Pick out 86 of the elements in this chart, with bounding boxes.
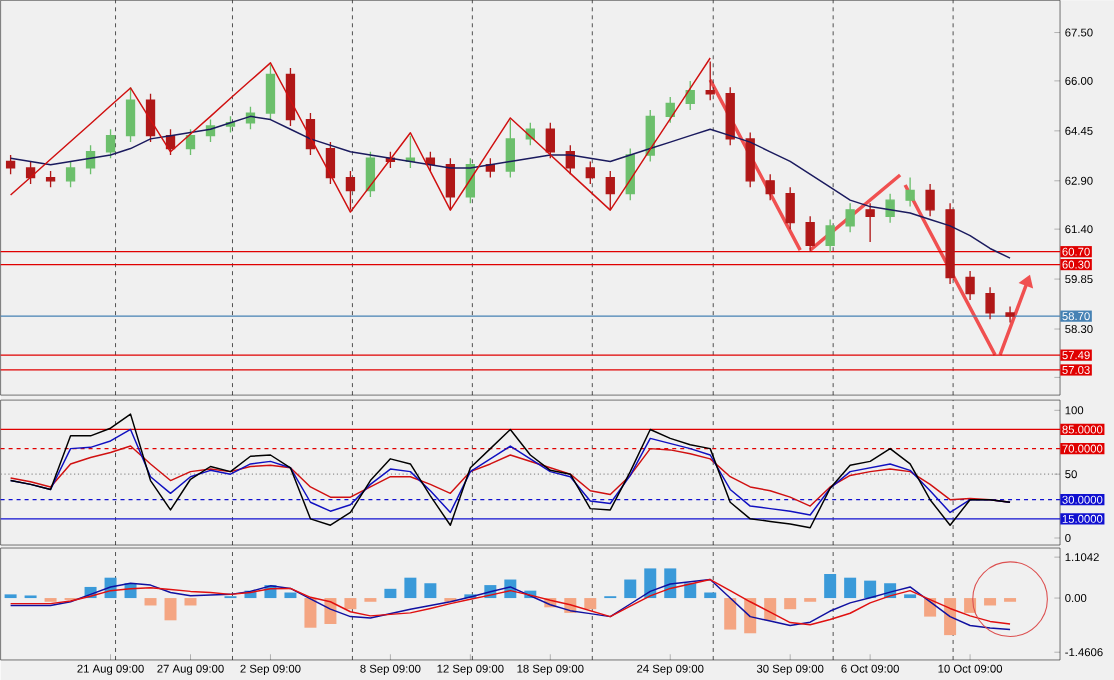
candlestick [765, 173, 775, 201]
candlestick [805, 215, 815, 253]
bar [684, 583, 697, 599]
candlestick [45, 170, 56, 188]
ref-line-label: 60.30 [1062, 260, 1090, 269]
x-tick-label: 30 Sep 09:00 [756, 664, 824, 675]
candlestick [125, 86, 136, 143]
bar [824, 573, 837, 599]
bar [404, 577, 417, 599]
y-tick-label: -1.4606 [1065, 648, 1103, 657]
bar [624, 579, 637, 599]
candlestick [885, 193, 895, 224]
y-tick-label: 66.00 [1065, 76, 1093, 85]
candlestick [845, 202, 855, 234]
ref-line-label: 70.0000 [1062, 444, 1103, 453]
bar [664, 568, 677, 599]
candlestick [925, 183, 935, 217]
candlestick [1005, 305, 1015, 324]
ref-line-label: 15.0000 [1062, 514, 1103, 523]
x-tick-label: 8 Sep 09:00 [360, 664, 421, 675]
candlestick [785, 186, 795, 230]
bar [24, 595, 37, 599]
y-tick-label: 100 [1065, 406, 1084, 415]
bar [284, 592, 297, 599]
y-tick-label: 50 [1065, 470, 1077, 479]
x-tick-label: 10 Oct 09:00 [938, 664, 1003, 673]
candlestick [705, 60, 715, 101]
x-tick-label: 24 Sep 09:00 [637, 664, 704, 675]
bar [984, 598, 997, 606]
candlestick [605, 170, 615, 211]
ref-line-label: 85.0000 [1062, 425, 1103, 434]
bar [784, 598, 797, 610]
bar [904, 594, 917, 599]
candlestick [825, 218, 835, 253]
candlestick [865, 202, 875, 243]
candlestick [345, 170, 356, 211]
y-tick-label: 58.30 [1065, 325, 1093, 334]
x-tick-label: 18 Sep 09:00 [517, 664, 584, 675]
bar [584, 598, 597, 610]
x-tick-label: 6 Oct 09:00 [841, 664, 899, 673]
bar [344, 598, 357, 610]
bar [724, 598, 737, 630]
candlestick [505, 118, 515, 179]
y-tick-label: 61.40 [1065, 225, 1093, 234]
ref-line-label: 57.03 [1062, 365, 1090, 374]
bar [764, 598, 777, 621]
ref-line-label: 60.70 [1062, 247, 1090, 256]
candlestick [65, 160, 76, 188]
candlestick [985, 286, 995, 321]
bar [44, 598, 57, 602]
y-tick-label: 64.45 [1065, 126, 1093, 135]
ref-line-label: 57.49 [1062, 351, 1090, 360]
y-tick-label: 0.00 [1065, 594, 1087, 603]
y-tick-label: 1.1042 [1065, 553, 1099, 562]
y-tick-label: 0 [1065, 534, 1071, 543]
x-tick-label: 27 Aug 09:00 [157, 664, 224, 675]
bar [944, 598, 957, 636]
candlestick [905, 176, 915, 208]
bar [704, 592, 717, 599]
candlestick [945, 202, 955, 285]
bar [164, 598, 177, 621]
candlestick [965, 270, 975, 301]
x-tick-label: 21 Aug 09:00 [77, 664, 144, 675]
bar [144, 598, 157, 606]
bar [864, 580, 877, 599]
bar [304, 598, 317, 628]
candlestick [265, 64, 276, 121]
bar [1004, 598, 1017, 602]
bar [744, 598, 757, 634]
y-tick-label: 62.90 [1065, 176, 1093, 185]
bar [4, 594, 17, 599]
ref-line-label: 30.0000 [1062, 495, 1103, 504]
y-tick-label: 59.85 [1065, 275, 1093, 284]
candlestick [5, 154, 16, 176]
x-tick-label: 12 Sep 09:00 [437, 664, 504, 675]
bar [364, 598, 377, 602]
bar [804, 598, 817, 602]
candlestick [585, 160, 595, 185]
bar [184, 598, 197, 606]
x-tick-label: 2 Sep 09:00 [240, 664, 301, 675]
y-tick-label: 67.50 [1065, 28, 1093, 37]
bar [424, 583, 437, 599]
candlestick [105, 128, 116, 159]
bar [384, 588, 397, 599]
bar [844, 577, 857, 599]
ref-line-label: 58.70 [1062, 312, 1090, 321]
